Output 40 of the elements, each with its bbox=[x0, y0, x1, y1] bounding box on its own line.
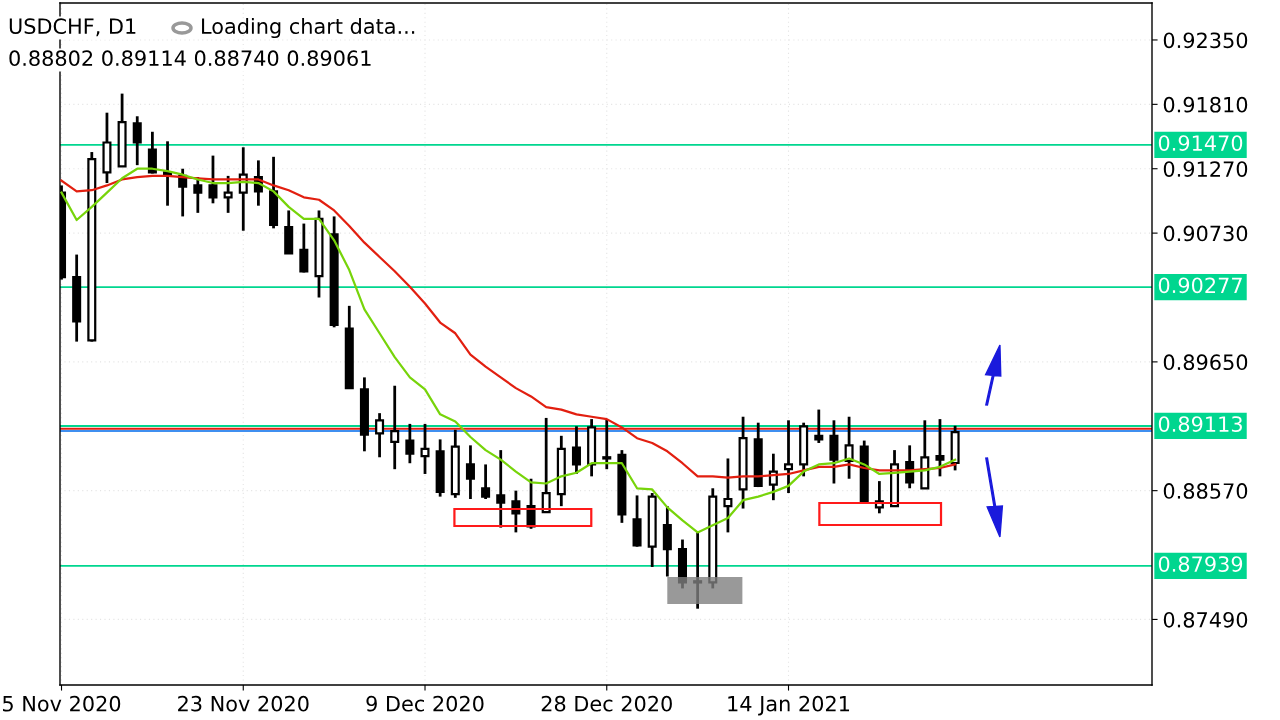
candlestick bbox=[844, 415, 854, 481]
text: USDCHF, D1 bbox=[9, 18, 136, 37]
x-tick-label: 9 Dec 2020 bbox=[366, 695, 484, 712]
candlestick bbox=[571, 424, 581, 476]
candlestick bbox=[299, 222, 309, 274]
candlestick bbox=[405, 422, 415, 465]
y-tick-label: 0.92350 bbox=[1163, 32, 1248, 49]
candlestick bbox=[602, 417, 612, 471]
candlestick bbox=[132, 114, 142, 167]
candlestick bbox=[420, 422, 430, 476]
candlestick bbox=[465, 443, 475, 501]
x-tick-label: 5 Nov 2020 bbox=[3, 695, 121, 712]
x-tick-label: 14 Jan 2021 bbox=[728, 695, 850, 716]
x-tick-label: 28 Dec 2020 bbox=[541, 695, 672, 712]
y-tick-label: 0.90730 bbox=[1163, 225, 1248, 242]
candlestick bbox=[662, 504, 672, 578]
y-tick-label: 0.91270 bbox=[1163, 161, 1248, 177]
ref-line-label: 0.89113 bbox=[1158, 416, 1242, 432]
candlestick bbox=[935, 417, 945, 478]
y-tick-label: 0.88570 bbox=[1163, 483, 1248, 499]
candlestick bbox=[208, 154, 218, 205]
ref-line-label: 0.90277 bbox=[1158, 277, 1242, 294]
candlestick bbox=[496, 448, 506, 530]
candlestick bbox=[375, 411, 385, 459]
ref-line-label: 0.87939 bbox=[1158, 556, 1243, 572]
y-tick-label: 0.91810 bbox=[1163, 96, 1248, 113]
candlestick bbox=[723, 457, 733, 534]
candlestick bbox=[390, 384, 400, 471]
candlestick bbox=[481, 463, 491, 501]
candlestick bbox=[829, 418, 839, 485]
candlestick bbox=[147, 130, 157, 175]
y-tick-label: 0.89650 bbox=[1163, 354, 1248, 371]
annotation: Loading chart data... bbox=[202, 17, 415, 39]
x-tick-label: 23 Nov 2020 bbox=[178, 695, 309, 712]
candlestick bbox=[541, 416, 551, 514]
candlestick bbox=[783, 418, 794, 495]
annotation: 0.88802 0.89114 0.88740 0.89061 bbox=[9, 50, 371, 67]
candlestick bbox=[814, 408, 824, 445]
y-tick-label: 0.87490 bbox=[1163, 611, 1248, 628]
ref-line-label: 0.91470 bbox=[1158, 135, 1243, 151]
